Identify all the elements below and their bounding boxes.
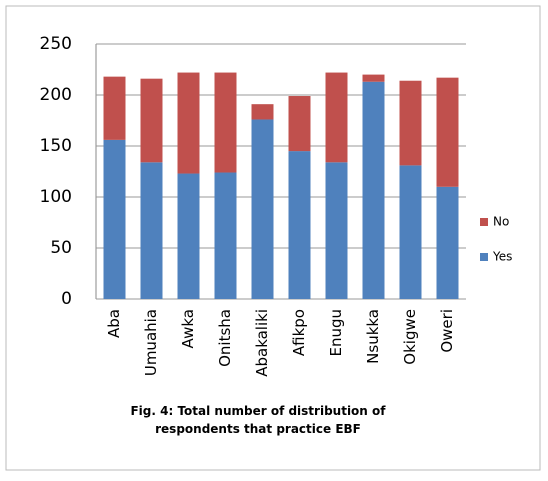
legend-swatch (480, 218, 488, 226)
x-tick-label: Umuahia (142, 309, 160, 376)
y-tick-label: 50 (50, 238, 72, 258)
x-tick-label: Aba (105, 309, 123, 338)
y-tick-label: 200 (40, 85, 72, 105)
chart-title: Fig. 4: Total number of distribution of … (130, 404, 386, 436)
x-tick-label: Afikpo (290, 309, 308, 356)
x-tick-label: Oweri (438, 309, 456, 353)
x-tick-label: Enugu (327, 309, 345, 357)
bar (251, 104, 274, 120)
bar (177, 72, 200, 174)
bar (325, 72, 348, 163)
bar (399, 165, 422, 299)
bar (177, 173, 200, 299)
y-tick-label: 250 (40, 34, 72, 54)
bar (436, 186, 459, 299)
bar (214, 72, 237, 173)
legend-label: No (493, 215, 509, 229)
x-tick-label: Abakaliki (253, 309, 271, 377)
bar (140, 162, 163, 299)
chart-border (5, 5, 541, 471)
legend-swatch (480, 253, 488, 261)
bar (399, 80, 422, 166)
legend-label: Yes (492, 250, 512, 264)
x-tick-label: Onitsha (216, 309, 234, 367)
bar (214, 172, 237, 299)
bar (288, 96, 311, 152)
bar (362, 81, 385, 300)
x-tick-label: Awka (179, 309, 197, 349)
bar (325, 162, 348, 299)
bar (436, 77, 459, 187)
bar (103, 139, 126, 299)
bar (251, 119, 274, 299)
y-tick-label: 150 (40, 136, 72, 156)
bar (103, 76, 126, 140)
bar (140, 78, 163, 163)
y-tick-label: 0 (61, 289, 72, 309)
bar (362, 74, 385, 82)
bar (288, 151, 311, 299)
y-tick-label: 100 (40, 187, 72, 207)
x-tick-label: Nsukka (364, 309, 382, 364)
x-tick-label: Okigwe (401, 309, 419, 365)
